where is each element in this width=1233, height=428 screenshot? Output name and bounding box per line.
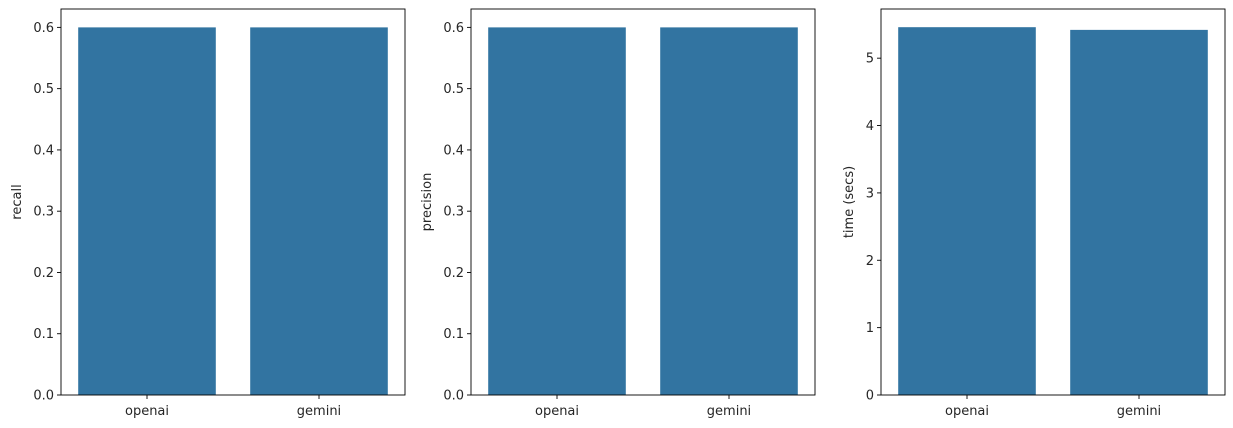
y-tick-label: 0.1: [443, 327, 464, 342]
y-axis-label: time (secs): [842, 166, 857, 238]
y-tick-label: 0.6: [443, 21, 464, 36]
x-tick-label: gemini: [1117, 404, 1161, 419]
y-tick-label: 1: [866, 321, 874, 336]
y-tick-label: 3: [866, 186, 874, 201]
chart-panel-1: 0.0 0.1 0.2 0.3 0.4 0.5 0.6 openai gemini precisi…: [420, 8, 816, 419]
y-axis-label: precision: [420, 173, 435, 232]
chart-panel-0: 0.0 0.1 0.2 0.3 0.4 0.5 0.6 openai gemini recall: [10, 8, 406, 419]
y-tick-label: 0.3: [33, 205, 54, 220]
x-tick-label: openai: [125, 404, 169, 419]
axes-frame: [470, 8, 816, 396]
y-tick-label: 5: [866, 52, 874, 67]
chart-panel-2: 0 1 2 3 4 5 openai gemini time (secs): [842, 8, 1226, 419]
y-tick-label: 0.6: [33, 21, 54, 36]
x-tick-label: gemini: [297, 404, 341, 419]
bar-openai: [898, 27, 1036, 396]
y-tick-label: 0.4: [33, 143, 54, 158]
bar-openai: [488, 27, 626, 396]
bar-gemini: [660, 27, 798, 396]
x-tick-label: openai: [945, 404, 989, 419]
bar-openai: [78, 27, 216, 396]
x-tick-label: gemini: [707, 404, 751, 419]
y-tick-label: 0.5: [443, 82, 464, 97]
y-tick-label: 0.0: [33, 389, 54, 404]
y-tick-label: 4: [866, 119, 874, 134]
y-tick-label: 0: [866, 389, 874, 404]
y-tick-label: 0.2: [33, 266, 54, 281]
axes-frame: [60, 8, 406, 396]
y-axis-label: recall: [10, 184, 25, 219]
axes-frame: [880, 8, 1226, 396]
y-tick-label: 0.4: [443, 143, 464, 158]
y-tick-label: 0.2: [443, 266, 464, 281]
bar-gemini: [1070, 29, 1208, 396]
y-tick-label: 0.1: [33, 327, 54, 342]
y-tick-label: 2: [866, 254, 874, 269]
y-tick-label: 0.0: [443, 389, 464, 404]
y-tick-label: 0.3: [443, 205, 464, 220]
bar-gemini: [250, 27, 388, 396]
y-tick-label: 0.5: [33, 82, 54, 97]
x-tick-label: openai: [535, 404, 579, 419]
